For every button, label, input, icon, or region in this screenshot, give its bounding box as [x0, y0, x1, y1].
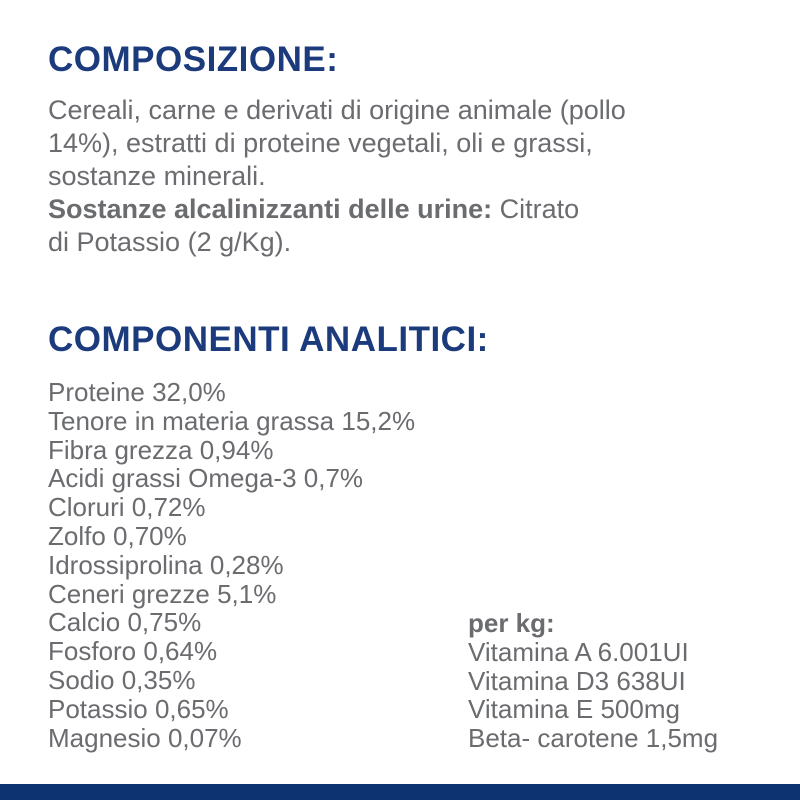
vitamin-item: Vitamina D3 638UI — [468, 665, 686, 696]
per-kg-list: Vitamina A 6.001UI Vitamina D3 638UI Vitam… — [468, 636, 719, 754]
analytical-item: Sodio 0,35% — [48, 664, 196, 695]
per-kg-block: per kg: Vitamina A 6.001UI Vitamina D3 63… — [468, 609, 718, 753]
vitamin-item: Beta- carotene 1,5mg — [468, 723, 719, 754]
composition-line: sostanze minerali. — [48, 161, 266, 191]
analytical-components-list: Proteine 32,0% Tenore in materia grassa 1… — [48, 378, 415, 752]
analytical-item: Idrossiprolina 0,28% — [48, 549, 284, 580]
analytical-item: Ceneri grezze 5,1% — [48, 578, 277, 609]
per-kg-heading: per kg: — [468, 608, 555, 638]
analytical-item: Fibra grezza 0,94% — [48, 434, 274, 465]
alkalinizing-substances-label: Sostanze alcalinizzanti delle urine: — [48, 194, 493, 224]
alkalinizing-substances-value: Citrato — [492, 194, 580, 224]
composition-text: Cereali, carne e derivati di origine ani… — [48, 94, 626, 259]
analytical-item: Tenore in materia grassa 15,2% — [48, 405, 416, 436]
analytical-item: Magnesio 0,07% — [48, 722, 242, 753]
composition-line: 14%), estratti di proteine vegetali, oli… — [48, 128, 593, 158]
composition-heading: COMPOSIZIONE: — [48, 40, 339, 79]
analytical-components-heading: COMPONENTI ANALITICI: — [48, 320, 489, 359]
alkalinizing-line-2: di Potassio (2 g/Kg). — [48, 227, 292, 257]
vitamin-item: Vitamina A 6.001UI — [468, 636, 689, 667]
vitamin-item: Vitamina E 500mg — [468, 694, 680, 725]
analytical-item: Fosforo 0,64% — [48, 636, 218, 667]
composition-line: Cereali, carne e derivati di origine ani… — [48, 95, 626, 125]
analytical-item: Calcio 0,75% — [48, 607, 202, 638]
bottom-navy-bar — [0, 784, 800, 800]
alkalinizing-line: Sostanze alcalinizzanti delle urine: Cit… — [48, 193, 626, 226]
analytical-item: Zolfo 0,70% — [48, 520, 187, 551]
analytical-item: Proteine 32,0% — [48, 377, 226, 407]
analytical-item: Potassio 0,65% — [48, 693, 229, 724]
analytical-item: Cloruri 0,72% — [48, 492, 206, 523]
analytical-item: Acidi grassi Omega-3 0,7% — [48, 463, 364, 494]
